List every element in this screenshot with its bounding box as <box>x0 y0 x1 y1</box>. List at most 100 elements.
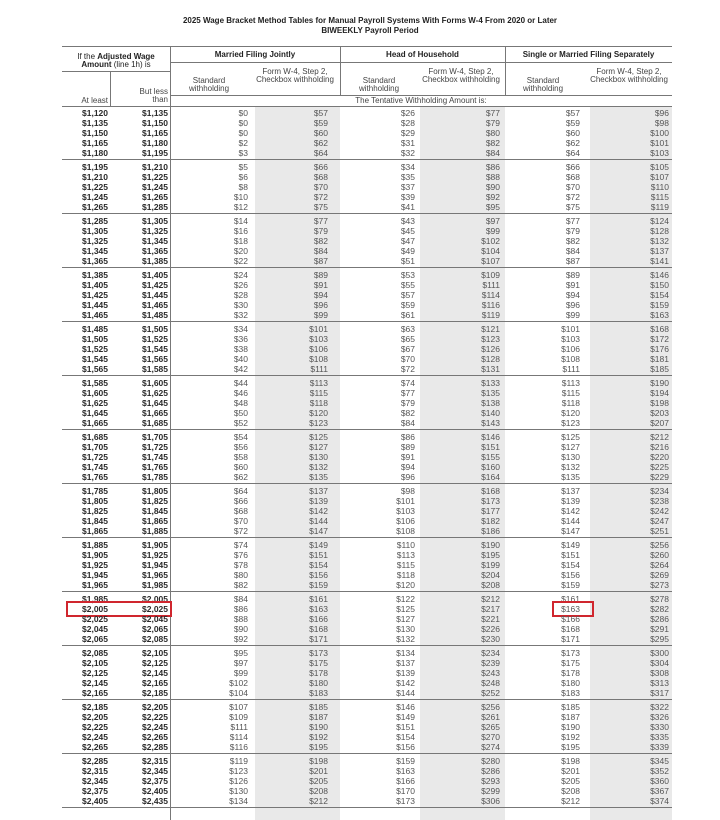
single-checkbox-cell: $212 <box>650 432 669 442</box>
at-least-cell: $1,120 <box>82 108 108 118</box>
but-less-than-cell: $1,465 <box>142 300 168 310</box>
single-checkbox-cell: $137 <box>650 246 669 256</box>
at-least-cell: $1,225 <box>82 182 108 192</box>
single-checkbox-cell: $260 <box>650 550 669 560</box>
table-row: $1,505 $1,525 $36 $103 $65 $123 $103 $172 <box>62 334 672 344</box>
but-less-than-cell: $1,285 <box>142 202 168 212</box>
at-least-cell: $1,865 <box>82 526 108 536</box>
mfj-checkbox-cell: $212 <box>309 796 328 806</box>
mfj-standard-cell: $80 <box>233 570 248 580</box>
at-least-cell: $1,805 <box>82 496 108 506</box>
single-checkbox-cell: $141 <box>650 256 669 266</box>
hoh-checkbox-cell: $293 <box>481 776 500 786</box>
hoh-standard-cell: $43 <box>400 216 415 226</box>
hoh-checkbox-cell: $208 <box>481 580 500 590</box>
mfj-standard-cell: $88 <box>233 614 248 624</box>
but-less-than-cell: $1,725 <box>142 442 168 452</box>
mfj-standard-cell: $44 <box>233 378 248 388</box>
hoh-standard-cell: $77 <box>400 388 415 398</box>
mfj-standard-cell: $56 <box>233 442 248 452</box>
at-least-cell: $2,405 <box>82 796 108 806</box>
hoh-checkbox-cell: $95 <box>485 202 500 212</box>
single-standard-cell: $171 <box>561 634 580 644</box>
hoh-checkbox-cell: $168 <box>481 486 500 496</box>
but-less-than-cell: $1,405 <box>142 270 168 280</box>
mfj-checkbox-cell: $84 <box>313 246 328 256</box>
hoh-checkbox-cell: $261 <box>481 712 500 722</box>
single-standard-cell: $178 <box>561 668 580 678</box>
mfj-checkbox-cell: $96 <box>313 300 328 310</box>
table-row: $1,885 $1,905 $74 $149 $110 $190 $149 $256 <box>62 540 672 550</box>
mfj-standard-cell: $126 <box>229 776 248 786</box>
but-less-than-cell: $2,065 <box>142 624 168 634</box>
hoh-checkbox-cell: $88 <box>485 172 500 182</box>
mfj-standard-cell: $24 <box>233 270 248 280</box>
hoh-checkbox-cell: $116 <box>481 300 500 310</box>
table-row: $2,345 $2,375 $126 $205 $166 $293 $205 $360 <box>62 776 672 786</box>
mfj-checkbox-cell: $173 <box>309 648 328 658</box>
at-least-cell: $1,945 <box>82 570 108 580</box>
mfj-checkbox-cell: $149 <box>309 540 328 550</box>
mfj-checkbox-cell: $201 <box>309 766 328 776</box>
row-group: $1,285 $1,305 $14 $77 $43 $97 $77 $124 $1,305 $1,… <box>62 214 672 268</box>
hoh-checkbox-cell: $90 <box>485 182 500 192</box>
at-least-cell: $2,345 <box>82 776 108 786</box>
hoh-standard-cell: $55 <box>400 280 415 290</box>
row-group: $1,985 $2,005 $84 $161 $122 $212 $161 $278 $2,00… <box>62 592 672 646</box>
single-checkbox-cell: $345 <box>650 756 669 766</box>
mfj-checkbox-cell: $59 <box>313 118 328 128</box>
but-less-than-cell: $2,165 <box>142 678 168 688</box>
table-row: $2,025 $2,045 $88 $166 $127 $221 $166 $286 <box>62 614 672 624</box>
mfj-checkbox-cell: $77 <box>313 216 328 226</box>
hoh-standard-cell: $57 <box>400 290 415 300</box>
mfj-checkbox-cell: $75 <box>313 202 328 212</box>
but-less-than-cell: $2,405 <box>142 786 168 796</box>
but-less-than-cell: $1,965 <box>142 570 168 580</box>
mfj-standard-cell: $10 <box>233 192 248 202</box>
table-row: $1,665 $1,685 $52 $123 $84 $143 $123 $207 <box>62 418 672 428</box>
at-least-cell: $1,180 <box>82 148 108 158</box>
single-standard-cell: $57 <box>565 108 580 118</box>
table-row: $2,405 $2,435 $134 $212 $173 $306 $212 $374 <box>62 796 672 806</box>
hoh-checkbox-header: Form W-4, Step 2, Checkbox withholding <box>422 67 500 84</box>
hoh-standard-cell: $101 <box>396 496 415 506</box>
single-standard-cell: $154 <box>561 560 580 570</box>
table-row: $2,205 $2,225 $109 $187 $149 $261 $187 $326 <box>62 712 672 722</box>
mfj-checkbox-cell: $72 <box>313 192 328 202</box>
single-standard-cell: $163 <box>561 604 580 614</box>
single-standard-cell: $108 <box>561 354 580 364</box>
row-group: $1,885 $1,905 $74 $149 $110 $190 $149 $256 $1,90… <box>62 538 672 592</box>
mfj-standard-cell: $16 <box>233 226 248 236</box>
mfj-checkbox-cell: $195 <box>309 742 328 752</box>
table-row: $2,085 $2,105 $95 $173 $134 $234 $173 $300 <box>62 648 672 658</box>
but-less-than-cell: $2,205 <box>142 702 168 712</box>
hoh-standard-cell: $115 <box>396 560 415 570</box>
mfj-checkbox-cell: $139 <box>309 496 328 506</box>
single-checkbox-cell: $367 <box>650 786 669 796</box>
hoh-standard-cell: $67 <box>400 344 415 354</box>
but-less-than-cell: $1,985 <box>142 580 168 590</box>
at-least-cell: $1,165 <box>82 138 108 148</box>
but-less-than-cell: $2,265 <box>142 732 168 742</box>
single-standard-cell: $96 <box>565 300 580 310</box>
but-less-than-cell: $1,225 <box>142 172 168 182</box>
row-group: $2,085 $2,105 $95 $173 $134 $234 $173 $300 $2,10… <box>62 646 672 700</box>
single-checkbox-cell: $352 <box>650 766 669 776</box>
mfj-standard-cell: $104 <box>229 688 248 698</box>
hoh-checkbox-cell: $133 <box>481 378 500 388</box>
at-least-cell: $1,785 <box>82 486 108 496</box>
hoh-standard-cell: $137 <box>396 658 415 668</box>
hoh-checkbox-cell: $306 <box>481 796 500 806</box>
hoh-checkbox-cell: $190 <box>481 540 500 550</box>
hoh-checkbox-cell: $151 <box>481 442 500 452</box>
mfj-standard-cell: $66 <box>233 496 248 506</box>
mfj-standard-cell: $40 <box>233 354 248 364</box>
mfj-checkbox-cell: $178 <box>309 668 328 678</box>
at-least-cell: $1,485 <box>82 324 108 334</box>
hoh-standard-cell: $108 <box>396 526 415 536</box>
hoh-standard-cell: $96 <box>400 472 415 482</box>
mfj-standard-cell: $116 <box>229 742 248 752</box>
mfj-standard-cell: $30 <box>233 300 248 310</box>
hoh-standard-cell: $94 <box>400 462 415 472</box>
at-least-cell: $1,210 <box>82 172 108 182</box>
